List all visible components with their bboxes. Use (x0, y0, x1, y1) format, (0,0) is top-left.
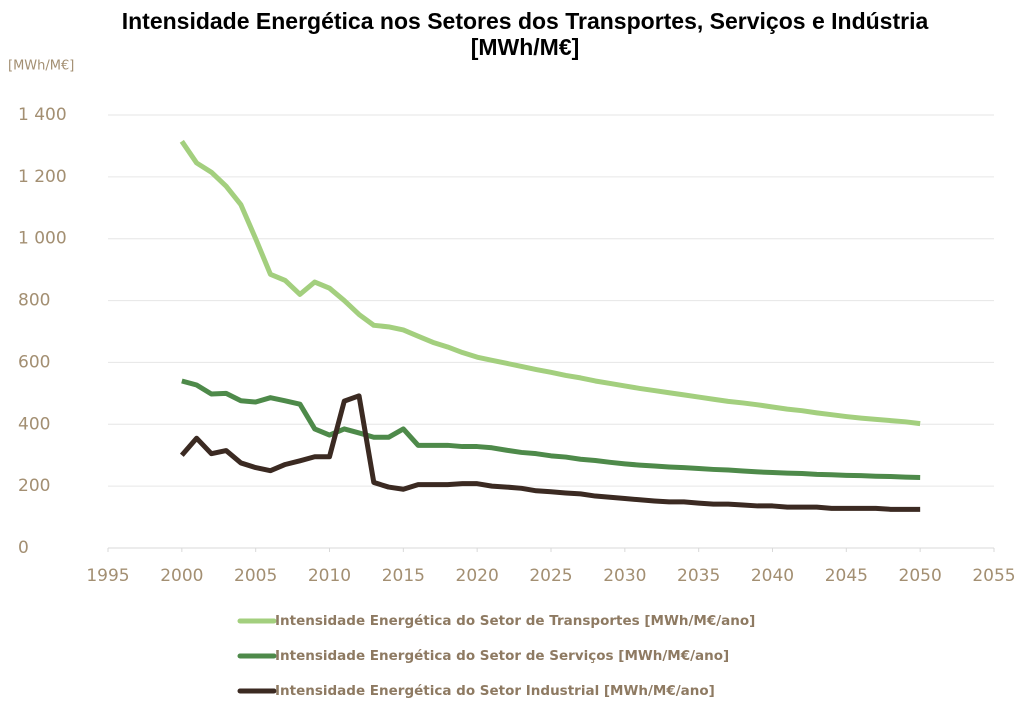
series-line (179, 139, 921, 427)
y-tick-label: 800 (18, 291, 50, 311)
x-tick-label: 1995 (86, 566, 129, 586)
y-tick-label: 1 200 (18, 167, 67, 187)
x-tick-label: 2035 (677, 566, 720, 586)
legend-label: Intensidade Energética do Setor de Trans… (275, 613, 755, 629)
legend-label: Intensidade Energética do Setor Industri… (275, 683, 715, 699)
x-tick-label: 2005 (234, 566, 277, 586)
x-tick-label: 2025 (529, 566, 572, 586)
y-tick-label: 1 000 (18, 229, 67, 249)
x-tick-label: 2045 (825, 566, 868, 586)
series-line (181, 378, 921, 480)
series-line (179, 393, 921, 512)
x-tick-label: 2000 (160, 566, 203, 586)
legend-label: Intensidade Energética do Setor de Servi… (275, 648, 729, 664)
x-tick-label: 2015 (382, 566, 425, 586)
x-tick-label: 2010 (308, 566, 351, 586)
x-tick-label: 2030 (603, 566, 646, 586)
y-tick-label: 1 400 (18, 105, 67, 125)
x-tick-label: 2055 (972, 566, 1015, 586)
y-tick-label: 200 (18, 476, 50, 496)
y-axis-label: [MWh/M€] (8, 59, 74, 74)
chart-title: Intensidade Energética nos Setores dos T… (121, 8, 929, 60)
x-tick-label: 2020 (456, 566, 499, 586)
y-tick-label: 400 (18, 414, 50, 434)
x-tick-label: 2040 (751, 566, 794, 586)
y-tick-label: 600 (18, 352, 50, 372)
y-tick-label: 0 (18, 538, 29, 558)
x-tick-label: 2050 (899, 566, 942, 586)
